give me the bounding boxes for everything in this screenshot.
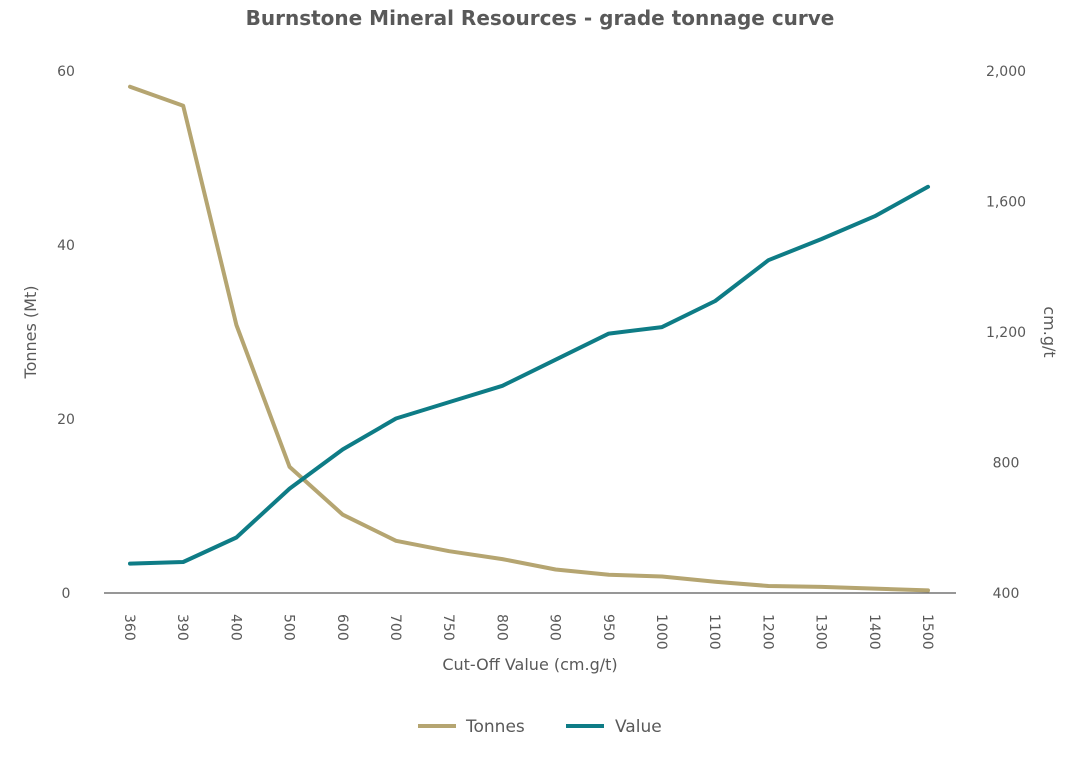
y-tick-label: 20 xyxy=(57,412,75,428)
y-axis-title: Tonnes (Mt) xyxy=(21,286,40,380)
x-tick-label: 600 xyxy=(334,614,350,641)
y-tick-label: 0 xyxy=(62,586,71,602)
legend-tonnes-label: Tonnes xyxy=(465,717,525,737)
x-tick-label: 800 xyxy=(493,614,509,641)
legend-value-label: Value xyxy=(615,717,662,737)
x-tick-label: 1400 xyxy=(866,614,882,650)
y-tick-label: 60 xyxy=(57,64,75,80)
x-tick-label: 1000 xyxy=(653,614,669,650)
y2-tick-label: 2,000 xyxy=(986,64,1026,80)
x-tick-label: 1200 xyxy=(759,614,775,650)
x-tick-label: 950 xyxy=(600,614,616,641)
y2-tick-label: 800 xyxy=(993,456,1020,472)
series-line-value xyxy=(128,184,930,566)
x-axis-title: Cut-Off Value (cm.g/t) xyxy=(442,655,617,674)
right-y-axis-ticks: 400 800 1,200 1,600 2,000 xyxy=(986,64,1026,602)
y2-tick-label: 1,600 xyxy=(986,195,1026,211)
x-tick-label: 1500 xyxy=(919,614,935,650)
series-line-tonnes xyxy=(128,84,930,593)
chart-title: Burnstone Mineral Resources - grade tonn… xyxy=(245,6,835,30)
x-tick-label: 500 xyxy=(281,614,297,641)
x-axis-ticks: 360 390 400 500 600 700 750 800 900 950 1000 1100 12… xyxy=(121,614,935,650)
y2-axis-title: cm.g/t xyxy=(1040,306,1059,357)
x-tick-label: 900 xyxy=(547,614,563,641)
y2-tick-label: 1,200 xyxy=(986,325,1026,341)
x-tick-label: 700 xyxy=(387,614,403,641)
x-tick-label: 1100 xyxy=(706,614,722,650)
x-tick-label: 390 xyxy=(174,614,190,641)
x-tick-label: 400 xyxy=(227,614,243,641)
x-tick-label: 1300 xyxy=(813,614,829,650)
legend: Tonnes Value xyxy=(418,717,662,737)
x-tick-label: 750 xyxy=(440,614,456,641)
left-y-axis-ticks: 0 20 40 60 xyxy=(57,64,75,602)
series-lines xyxy=(128,84,930,593)
x-tick-label: 360 xyxy=(121,614,137,641)
y2-tick-label: 400 xyxy=(993,586,1020,602)
y-tick-label: 40 xyxy=(57,238,75,254)
